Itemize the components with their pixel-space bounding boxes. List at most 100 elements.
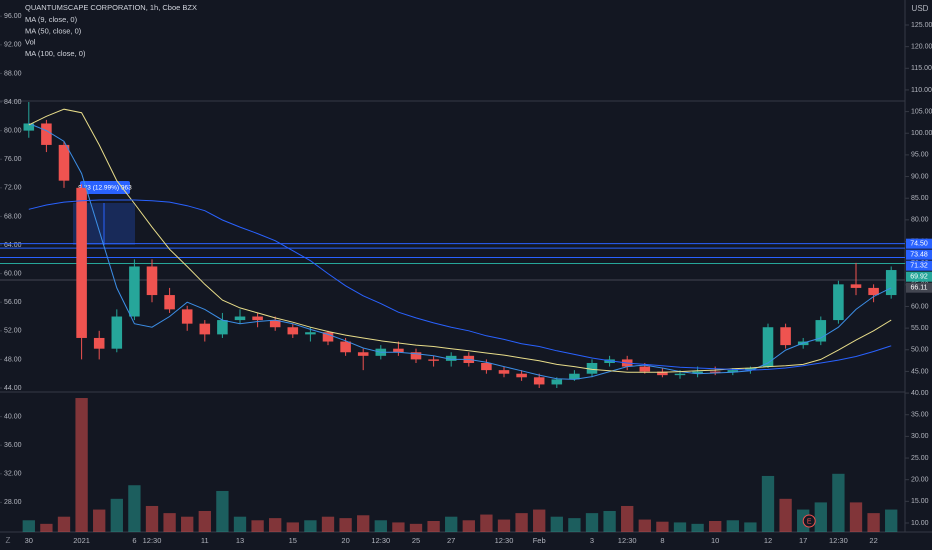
x-tick-label: 25 [412, 536, 420, 545]
volume-bar [480, 514, 493, 532]
candle-body [93, 337, 105, 349]
y2-tick-label: 30.00 [911, 433, 929, 440]
candle-body [357, 352, 369, 356]
volume-bar [93, 509, 106, 532]
x-tick-label: 12:30 [495, 536, 514, 545]
volume-bar [621, 505, 634, 532]
candle-body [762, 327, 774, 367]
candle-body [586, 362, 598, 374]
candle-body [428, 359, 439, 361]
y2-tick-label: 105.00 [911, 108, 932, 115]
x-tick-label: 12 [764, 536, 772, 545]
ma-line [28, 199, 892, 371]
volume-bar [603, 510, 616, 532]
candle-body [780, 327, 791, 346]
candle-body [393, 348, 404, 353]
x-tick-label: 30 [25, 536, 33, 545]
candle-body [58, 144, 70, 181]
volume-bar [163, 513, 176, 532]
price-tag [906, 271, 932, 282]
candle-body [322, 332, 334, 342]
candle-body [164, 295, 175, 310]
y2-tick-label: 15.00 [911, 498, 929, 505]
x-tick-label: 20 [341, 536, 349, 545]
candle-body [657, 371, 668, 376]
y-tick-label: 52.00 [4, 328, 22, 335]
price-tag-label: 69.92 [910, 274, 928, 281]
volume-bar [57, 516, 71, 532]
zoom-icon[interactable]: Z [6, 536, 11, 545]
volume-bar [321, 516, 335, 532]
candle-body [516, 373, 527, 378]
y-tick-label: 88.00 [4, 70, 22, 77]
volume-bar [374, 520, 387, 532]
y2-tick-label: 115.00 [911, 65, 932, 72]
candle-body [727, 370, 739, 373]
volume-bar [585, 513, 599, 532]
volume-bar [392, 522, 405, 532]
candle-body [340, 341, 351, 353]
price-tag [906, 282, 932, 293]
candle-body [850, 284, 862, 288]
candle-body [674, 373, 686, 376]
price-tag-label: 74.50 [910, 241, 928, 248]
y-tick-label: 68.00 [4, 213, 22, 220]
candle-body [569, 373, 580, 380]
legend-entry: MA (9, close, 0) [25, 15, 78, 24]
volume-bar [22, 520, 35, 532]
volume-bar [849, 502, 863, 532]
y-tick-label: 36.00 [4, 442, 22, 449]
volume-bar [445, 516, 458, 532]
x-tick-label: 3 [590, 536, 594, 545]
price-tag-label: 71.32 [910, 263, 928, 270]
volume-bar [515, 513, 528, 532]
y-tick-label: 84.00 [4, 99, 22, 106]
volume-bar [269, 518, 282, 532]
candle-body [745, 367, 756, 371]
volume-bar [533, 509, 546, 532]
candle-body [129, 266, 140, 317]
candle-body [709, 371, 721, 373]
legend-entry: MA (100, close, 0) [25, 49, 86, 58]
legend-title: QUANTUMSCAPE CORPORATION, 1h, Cboe BZX [25, 3, 197, 12]
volume-bar [709, 520, 722, 532]
x-tick-label: 12:30 [618, 536, 637, 545]
candle-body [498, 370, 510, 374]
y2-tick-label: 125.00 [911, 22, 932, 29]
volume-bar [75, 398, 88, 532]
y2-tick-label: 60.00 [911, 303, 929, 310]
volume-bar [779, 498, 792, 532]
candle-body [234, 316, 246, 321]
y-tick-label: 56.00 [4, 299, 22, 306]
volume-bar [744, 522, 757, 532]
volume-bar [216, 490, 229, 532]
candle-body [481, 362, 492, 371]
x-tick-label: 8 [660, 536, 664, 545]
candle-body [23, 123, 35, 131]
x-tick-label: 6 [132, 536, 136, 545]
y2-tick-label: 50.00 [911, 347, 929, 354]
x-tick-label: 15 [289, 536, 297, 545]
volume-bar [198, 510, 211, 532]
candle-body [410, 352, 422, 360]
candle-body [868, 287, 879, 296]
volume-bar [832, 473, 845, 532]
volume-bar [497, 519, 511, 532]
y-tick-label: 44.00 [4, 385, 22, 392]
legend-entry: Vol [25, 38, 36, 47]
x-tick-label: 12:30 [143, 536, 162, 545]
candle-body [533, 377, 545, 385]
price-tag [906, 238, 932, 249]
volume-bar [568, 518, 581, 532]
candle-body [551, 379, 563, 385]
measure-label: 9.23 (12.99%) 963 [78, 185, 132, 192]
volume-bar [673, 522, 687, 532]
volume-bar [110, 498, 123, 532]
measure-label-box [80, 181, 130, 194]
volume-bar [128, 485, 141, 532]
candle-body [217, 320, 228, 335]
y2-tick-label: 35.00 [911, 412, 929, 419]
y-tick-label: 60.00 [4, 270, 22, 277]
